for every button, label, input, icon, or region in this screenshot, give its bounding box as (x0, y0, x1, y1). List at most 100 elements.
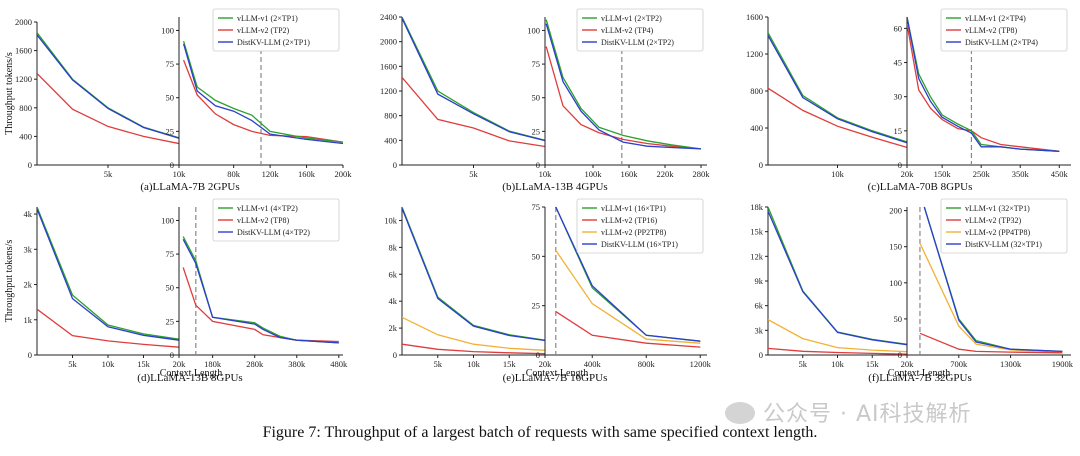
x-axis-label: Context Length (526, 368, 589, 379)
y-axis-label: Throughput tokens/s (4, 240, 15, 323)
x-tick-label: 700k (950, 359, 968, 369)
subfigure-caption: (c)LLaMA-70B 8GPUs (868, 181, 973, 193)
y-tick-label: 0 (536, 160, 540, 170)
series-line-v2 (182, 267, 339, 343)
y-tick-label: 18k (750, 202, 764, 212)
series-line-v2 (37, 73, 179, 145)
legend-box (576, 198, 704, 254)
x-tick-label: 350k (1012, 169, 1030, 179)
y-tick-label: 0 (898, 350, 902, 360)
legend-entry: vLLM-v1 (4×TP2) (237, 204, 298, 213)
series-line-dist (37, 208, 179, 341)
y-tick-label: 1600 (380, 61, 397, 71)
x-axis-label: Context Length (888, 368, 951, 379)
y-tick-label: 75 (532, 202, 541, 212)
y-tick-label: 9k (755, 276, 764, 286)
y-tick-label: 75 (532, 59, 541, 69)
y-tick-label: 100 (161, 215, 174, 225)
chart-e-right-panel: 0 25 50 75 400k 800k 1200k vLLM-v1 (16×TP1) vLLM… (532, 198, 712, 369)
chart-f-left-panel: 0 3k 6k 9k 12k 15k 18k 5k 10k 15k 20k (750, 202, 914, 369)
series-line-v1 (768, 32, 907, 143)
x-tick-label: 120k (262, 169, 280, 179)
y-tick-label: 400 (750, 123, 763, 133)
series-line-v1 (182, 236, 339, 344)
y-tick-label: 25 (166, 316, 175, 326)
chart-b-left-panel: 0 400 800 1200 1600 2000 2400 5k 10k (380, 12, 552, 179)
legend-entry: vLLM-v2 (TP32) (965, 216, 1022, 225)
subfigure-caption: (b)LLaMA-13B 4GPUs (502, 181, 607, 193)
y-tick-label: 50 (166, 93, 175, 103)
legend-entry: DistKV-LLM (2×TP4) (965, 38, 1038, 47)
y-tick-label: 75 (166, 249, 175, 259)
y-tick-label: 25 (166, 126, 175, 136)
x-tick-label: 160k (621, 169, 639, 179)
y-tick-label: 1600 (15, 46, 32, 56)
x-tick-label: 5k (104, 169, 113, 179)
series-line-v2 (768, 347, 907, 355)
series-line-dist (555, 206, 701, 342)
y-tick-label: 60 (894, 23, 903, 33)
legend-box (576, 8, 704, 52)
y-tick-label: 0 (759, 160, 763, 170)
y-tick-label: 0 (28, 160, 32, 170)
x-tick-label: 10k (539, 169, 553, 179)
x-tick-label: 10k (102, 359, 116, 369)
x-tick-label: 380k (288, 359, 306, 369)
subfigure-caption: (a)LLaMA-7B 2GPUs (140, 181, 239, 193)
x-tick-label: 280k (246, 359, 264, 369)
series-line-v1 (182, 41, 343, 143)
series-line-v2 (555, 311, 701, 348)
x-tick-label: 100k (585, 169, 603, 179)
y-tick-label: 1600 (746, 12, 763, 22)
x-tick-label: 1200k (690, 359, 712, 369)
x-tick-label: 480k (330, 359, 348, 369)
x-tick-label: 20k (539, 359, 553, 369)
series-line-dist (923, 206, 1063, 353)
y-tick-label: 2000 (15, 17, 32, 27)
figure-caption: Figure 7: Throughput of a largest batch … (262, 424, 818, 441)
x-tick-label: 200k (335, 169, 353, 179)
legend-entry: DistKV-LLM (2×TP1) (237, 38, 310, 47)
subfigure-caption: (f)LLaMA-7B 32GPUs (868, 372, 972, 384)
x-tick-label: 1900k (1052, 359, 1074, 369)
chart-d-left-panel: 0 1k 2k 3k 4k 5k 10k 15k 20k (24, 206, 187, 369)
y-axis-label: Throughput tokens/s (4, 52, 15, 135)
legend-entry: DistKV-LLM (4×TP2) (237, 228, 310, 237)
legend-entry: vLLM-v2 (TP2) (237, 26, 290, 35)
x-tick-label: 220k (657, 169, 675, 179)
y-tick-label: 15 (894, 126, 903, 136)
y-tick-label: 400 (384, 135, 397, 145)
y-tick-label: 100 (161, 25, 174, 35)
x-tick-label: 20k (901, 359, 915, 369)
x-tick-label: 10k (831, 169, 845, 179)
legend-entry: vLLM-v1 (2×TP4) (965, 14, 1026, 23)
y-tick-label: 3k (755, 325, 764, 335)
y-tick-label: 3k (24, 244, 33, 254)
legend-entry: vLLM-v2 (TP8) (237, 216, 290, 225)
chart-a-left-panel: 0 400 800 1200 1600 2000 5k 10k (15, 17, 186, 179)
chart-b-right-panel: 0 25 50 75 100 100k 160k 220k 280k vLLM-v1 (2×TP2… (527, 8, 710, 179)
x-tick-label: 5k (434, 359, 443, 369)
subfigure-caption: (d)LLaMA-13B 8GPUs (137, 372, 242, 384)
x-tick-label: 20k (901, 169, 915, 179)
y-tick-label: 2000 (380, 37, 397, 47)
y-tick-label: 100 (889, 278, 902, 288)
y-tick-label: 12k (750, 251, 764, 261)
y-tick-label: 800 (750, 86, 763, 96)
series-line-v2 (768, 87, 907, 149)
x-tick-label: 15k (503, 359, 517, 369)
x-tick-label: 20k (173, 359, 187, 369)
y-tick-label: 1k (24, 315, 33, 325)
series-line-v1 (402, 16, 545, 141)
series-line-v1 (545, 19, 702, 150)
series-line-dist (182, 238, 339, 344)
x-tick-label: 450k (1051, 169, 1069, 179)
watermark: 公众号 · AI科技解析 (725, 396, 972, 428)
x-tick-label: 1300k (1000, 359, 1022, 369)
chart-c-left-panel: 0 400 800 1200 1600 10k 20k (746, 12, 914, 179)
